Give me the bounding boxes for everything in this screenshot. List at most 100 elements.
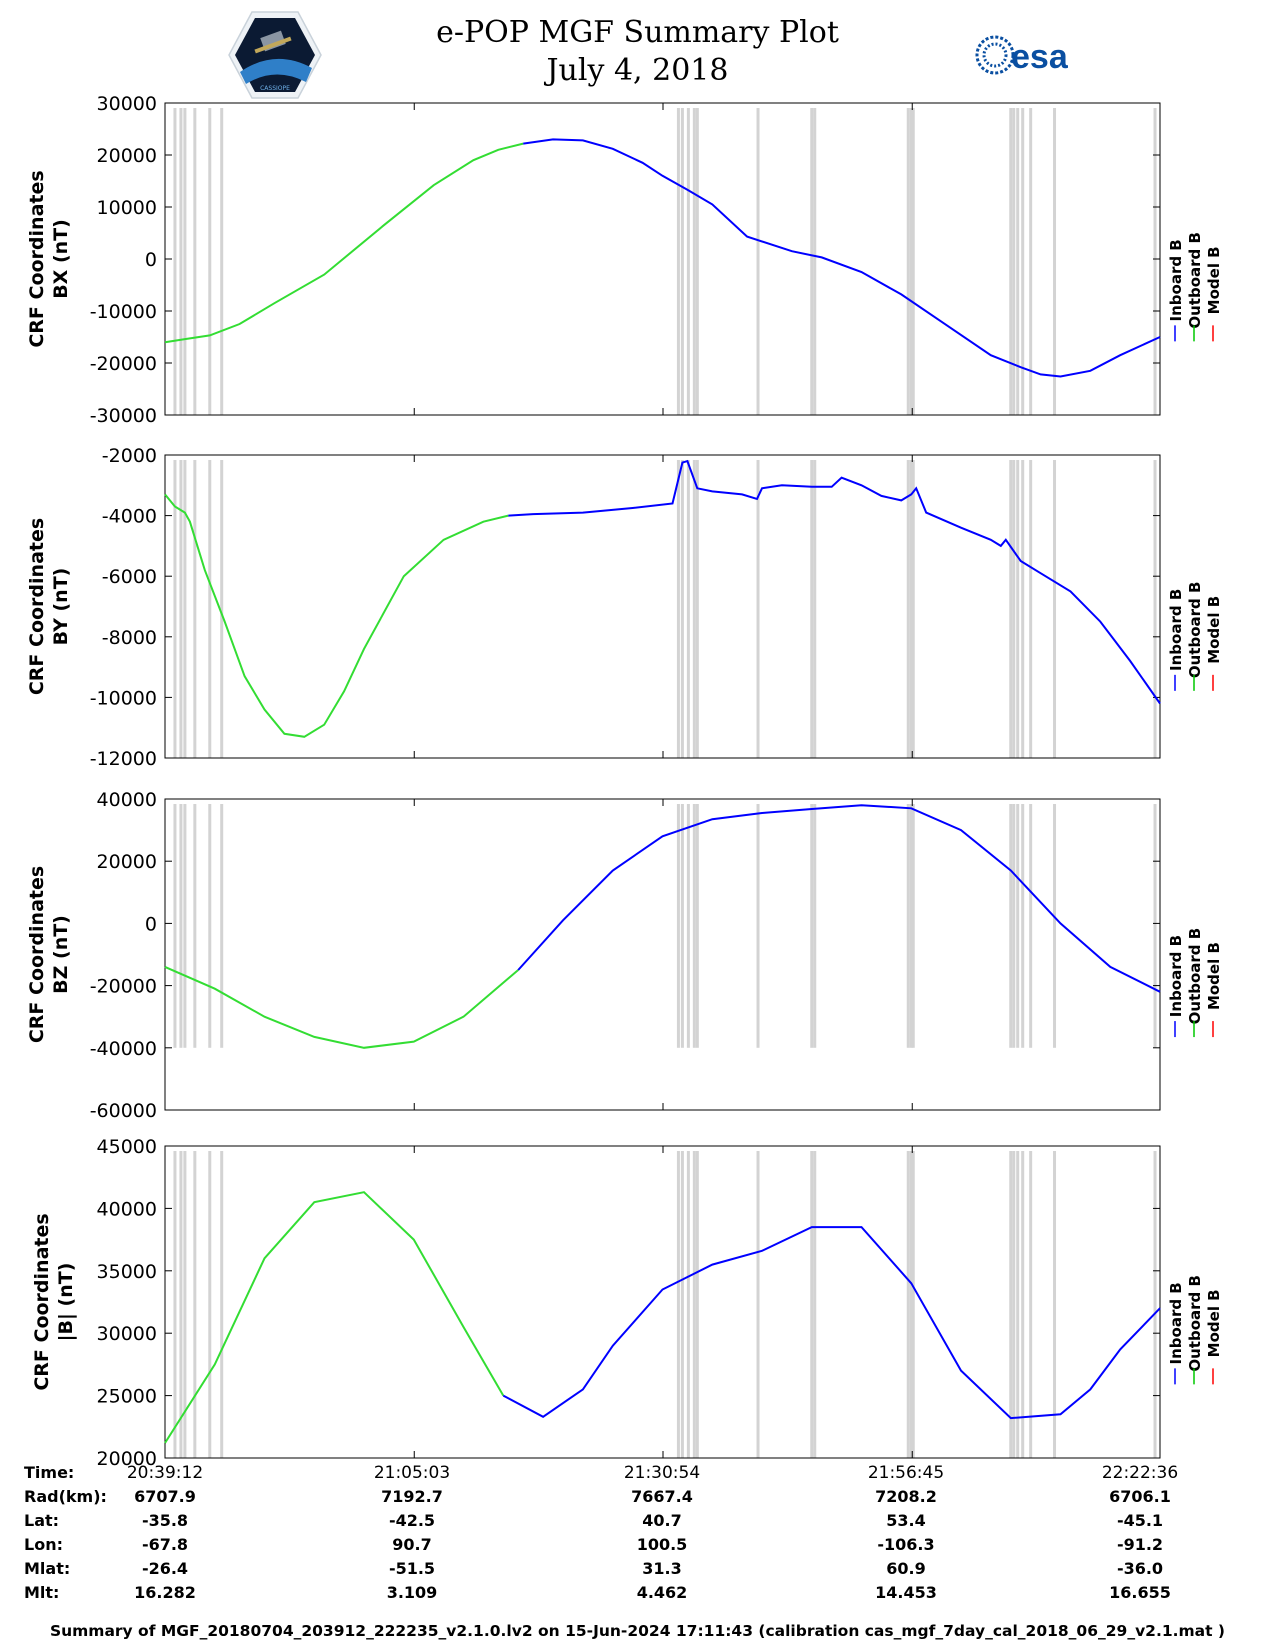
- panel-2: -2000 -4000 -6000 -8000 -10000 -12000 CRF Coor…: [26, 445, 1223, 770]
- y-axis-label: CRF Coordinates BZ (nT): [26, 866, 72, 1043]
- time-3: 21:30:54: [623, 1463, 701, 1483]
- legend-label: Outboard B: [1186, 1275, 1204, 1372]
- y-tick-label: 20000: [97, 145, 157, 167]
- data-gap-band: [1016, 460, 1020, 758]
- data-gap-band: [813, 460, 817, 758]
- rad-4: 7208.2: [875, 1487, 937, 1506]
- data-gap-band: [810, 108, 814, 415]
- data-gap-band: [909, 460, 913, 758]
- data-gap-band: [911, 108, 915, 415]
- y-tick-label: -6000: [102, 566, 157, 588]
- y-tick-label: 40000: [97, 1198, 157, 1220]
- y-tick-label: -20000: [90, 976, 157, 998]
- data-gap-band: [680, 108, 684, 415]
- y-tick-label: -20000: [90, 353, 157, 375]
- y-axis-label-line: BY (nT): [50, 568, 72, 646]
- legend-label: Inboard B: [1167, 589, 1185, 671]
- data-gap-band: [911, 460, 915, 758]
- data-gap-band: [193, 460, 197, 758]
- data-gap-band: [179, 108, 183, 415]
- rad-2: 7192.7: [381, 1487, 443, 1506]
- data-gap-band: [173, 460, 177, 758]
- data-gap-band: [220, 1151, 224, 1458]
- y-tick-label: 0: [145, 249, 157, 271]
- y-axis-label-line: BX (nT): [50, 219, 72, 299]
- y-tick-label: -4000: [102, 506, 157, 528]
- data-gap-band: [676, 108, 680, 415]
- lon-2: 90.7: [392, 1535, 432, 1554]
- y-axis-label: CRF Coordinates BY (nT): [26, 518, 72, 695]
- data-gap-band: [906, 804, 910, 1048]
- data-gap-band: [208, 1151, 212, 1458]
- data-gap-band: [810, 1151, 814, 1458]
- mission-logo: CASSIOPE: [228, 11, 322, 99]
- mlat-1: -26.4: [141, 1559, 189, 1578]
- mlat-4: 60.9: [886, 1559, 926, 1578]
- data-gap-band: [686, 460, 690, 758]
- series-inboard-line: [508, 459, 1161, 705]
- data-gap-band: [692, 460, 696, 758]
- data-gap-band: [680, 1151, 684, 1458]
- row-time: Time: 20:39:12 21:05:03 21:30:54 21:56:4…: [0, 1463, 1275, 1487]
- mlt-4: 14.453: [875, 1583, 937, 1602]
- y-tick-label: -60000: [90, 1100, 157, 1122]
- y-axis-label-line: |B| (nT): [55, 1263, 77, 1342]
- legend-label: Model B: [1205, 596, 1223, 664]
- mission-logo-text: CASSIOPE: [260, 85, 290, 92]
- data-gap-band: [1009, 804, 1013, 1048]
- data-gap-band: [193, 1151, 197, 1458]
- data-gap-band: [208, 108, 212, 415]
- data-gap-band: [692, 804, 696, 1048]
- mlt-1: 16.282: [134, 1583, 196, 1602]
- lat-3: 40.7: [642, 1511, 682, 1530]
- panel-3: 40000 20000 0 -20000 -40000 -60000 CRF Coordin…: [26, 789, 1223, 1122]
- agency-logo: esa: [975, 35, 1069, 76]
- y-tick-label: -12000: [90, 748, 157, 770]
- data-gap-band: [695, 460, 699, 758]
- data-gap-band: [1153, 804, 1157, 1048]
- y-tick-label: -8000: [102, 627, 157, 649]
- data-gap-band: [179, 460, 183, 758]
- data-gap-band: [1029, 804, 1033, 1048]
- y-tick-label: 45000: [97, 1136, 157, 1158]
- y-tick-label: -40000: [90, 1038, 157, 1060]
- series-outboard-line: [164, 965, 519, 1049]
- y-tick-label: -30000: [90, 405, 157, 427]
- mlat-2: -51.5: [388, 1559, 436, 1578]
- series-inboard-line: [523, 138, 1161, 378]
- title-block: e-POP MGF Summary Plot July 4, 2018: [0, 14, 1275, 90]
- data-gap-band: [810, 804, 814, 1048]
- panel-4: 45000 40000 35000 30000 25000 20000 CRF Coordi…: [31, 1136, 1223, 1470]
- data-gap-band: [909, 108, 913, 415]
- y-axis-label: CRF Coordinates |B| (nT): [31, 1213, 77, 1390]
- y-tick-label: 40000: [97, 789, 157, 811]
- y-axis-label-line: CRF Coordinates: [31, 1213, 53, 1390]
- legend-label: Outboard B: [1186, 928, 1204, 1025]
- data-gap-band: [179, 804, 183, 1048]
- series-outboard-line: [164, 493, 509, 738]
- y-tick-label: 20000: [97, 851, 157, 873]
- y-axis-label-line: CRF Coordinates: [26, 518, 48, 695]
- plot-subtitle: July 4, 2018: [546, 53, 729, 88]
- y-axis-label-line: CRF Coordinates: [26, 170, 48, 347]
- data-gap-band: [1012, 108, 1016, 415]
- legend-label: Model B: [1205, 942, 1223, 1010]
- data-gap-band: [220, 804, 224, 1048]
- data-gap-band: [193, 108, 197, 415]
- legend-label: Inboard B: [1167, 1282, 1185, 1364]
- rad-5: 6706.1: [1109, 1487, 1171, 1506]
- data-gap-band: [1016, 1151, 1020, 1458]
- y-tick-label: 0: [145, 913, 157, 935]
- data-gap-band: [220, 108, 224, 415]
- time-1: 20:39:12: [126, 1463, 204, 1483]
- data-gap-band: [906, 460, 910, 758]
- lon-3: 100.5: [636, 1535, 688, 1554]
- data-gap-band: [686, 804, 690, 1048]
- data-gap-band: [756, 108, 760, 415]
- legend-label: Model B: [1205, 246, 1223, 314]
- data-gap-band: [695, 804, 699, 1048]
- data-gap-band: [173, 804, 177, 1048]
- legend-label: Inboard B: [1167, 935, 1185, 1017]
- data-gap-band: [676, 460, 680, 758]
